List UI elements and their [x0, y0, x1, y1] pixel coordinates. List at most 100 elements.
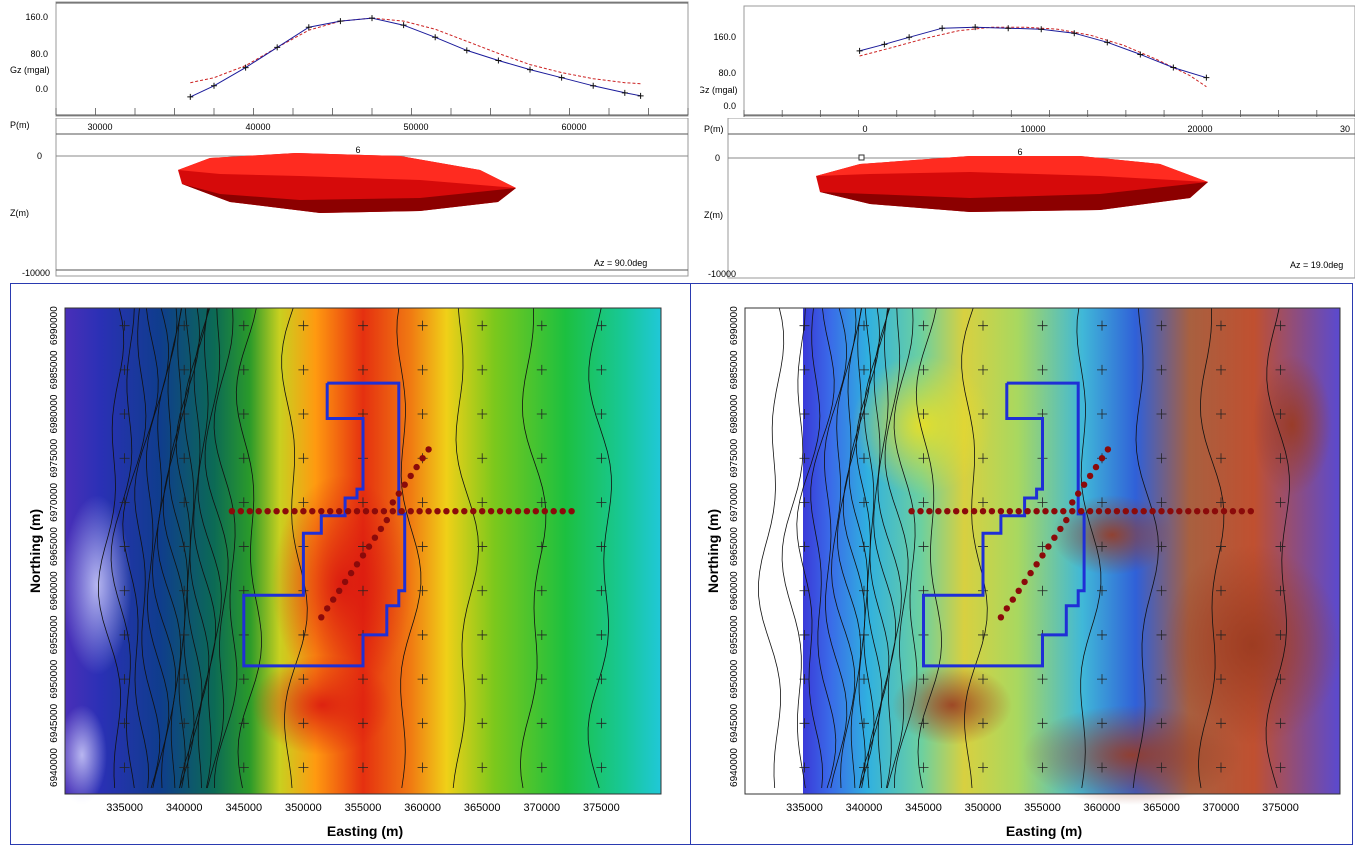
profile-chart-left: 160.0 80.0 0.0 Gz (mgal)	[10, 1, 689, 117]
grid-cross	[799, 409, 810, 420]
y-tick-label: 6950000	[49, 659, 60, 698]
grid-cross	[859, 320, 869, 331]
contour-line	[396, 307, 422, 789]
grid-cross	[596, 674, 607, 685]
observed-gravity-line	[859, 26, 1207, 79]
x-tick-label: 20000	[1187, 124, 1212, 134]
grid-cross	[1275, 497, 1286, 508]
grid-cross	[859, 762, 869, 773]
grid-cross	[179, 453, 190, 464]
grid-cross	[799, 364, 810, 375]
x-tick-label: 0	[862, 124, 867, 134]
contour-line	[1197, 307, 1225, 789]
grid-cross	[536, 674, 547, 685]
grid-cross	[536, 409, 547, 420]
x-tick-label: 360000	[404, 802, 441, 814]
grid-cross	[596, 541, 607, 552]
survey-stations	[318, 446, 432, 621]
gravity-map: 335000 340000 345000 350000 355000 360000 3650…	[27, 306, 662, 839]
grid-cross	[298, 409, 309, 420]
profile-station-point	[505, 508, 513, 515]
grid-cross	[1275, 718, 1286, 729]
grid-cross	[477, 674, 488, 685]
grid-cross	[596, 762, 607, 773]
profile-station-point	[407, 508, 414, 515]
observed-station-marker	[906, 34, 913, 41]
grid-cross	[1156, 718, 1167, 729]
profile-station-point	[926, 508, 933, 515]
survey-station-point	[1104, 446, 1112, 453]
grid-cross	[978, 718, 988, 729]
profile-station-point	[353, 508, 361, 515]
grid-cross	[978, 629, 988, 640]
y-tick-label: 6965000	[729, 527, 740, 566]
contour-line	[281, 307, 308, 789]
survey-station-point	[425, 446, 432, 453]
y-tick-label: 6940000	[49, 748, 60, 787]
grid-cross	[298, 629, 309, 640]
x-tick-label: 340000	[166, 802, 203, 814]
profile-station-point	[443, 508, 450, 515]
profile-station-point	[1086, 508, 1094, 515]
grid-cross	[477, 453, 488, 464]
grid-cross	[477, 409, 488, 420]
grid-cross	[1097, 629, 1107, 640]
grid-cross	[799, 541, 810, 552]
grid-cross	[1097, 320, 1107, 331]
grid-cross	[859, 453, 869, 464]
grid-cross	[1097, 409, 1107, 420]
profile-station-point	[1078, 508, 1085, 515]
grid-cross	[1037, 585, 1048, 596]
grid-cross	[1097, 585, 1107, 596]
profile-station-point	[1113, 508, 1121, 515]
azimuth-annotation: Az = 19.0deg	[1290, 260, 1343, 270]
grid-cross	[358, 674, 368, 685]
grid-cross	[298, 320, 309, 331]
profile-station-point	[559, 508, 566, 515]
profile-station-point	[371, 508, 379, 515]
x-tick-label: 360000	[1084, 802, 1121, 814]
observed-station-marker	[187, 93, 194, 100]
contour-line	[197, 307, 222, 789]
observed-station-marker	[856, 47, 863, 54]
y-tick-label: 6975000	[729, 438, 740, 477]
observed-station-marker	[1038, 26, 1045, 33]
grid-cross	[1216, 762, 1226, 773]
grid-cross	[596, 585, 607, 596]
profile-station-point	[944, 508, 951, 515]
survey-station-point	[1086, 472, 1094, 480]
grid-cross	[119, 541, 130, 552]
grid-cross	[978, 409, 988, 420]
grid-cross	[1097, 364, 1107, 375]
profile-station-point	[389, 508, 396, 515]
y-tick-label: 6945000	[729, 703, 740, 742]
grid-cross	[1216, 409, 1226, 420]
grid-cross	[358, 364, 368, 375]
grid-cross	[799, 453, 810, 464]
grid-cross	[417, 409, 428, 420]
survey-station-point	[1027, 569, 1034, 577]
grid-cross	[119, 718, 130, 729]
profile-station-point	[1158, 508, 1165, 515]
x-tick-label: 40000	[245, 122, 270, 132]
x-tick-label: 350000	[965, 802, 1002, 814]
survey-station-point	[1075, 490, 1082, 497]
grid-cross	[859, 629, 869, 640]
contour-line	[204, 307, 229, 789]
contour-line	[110, 307, 135, 789]
contour-line	[1132, 307, 1159, 789]
grid-cross	[536, 453, 547, 464]
observed-station-marker	[881, 41, 888, 48]
profile-station-point	[1095, 508, 1103, 515]
grid-cross	[799, 718, 810, 729]
grid-cross	[859, 409, 869, 420]
grid-cross	[179, 629, 190, 640]
grid-cross	[119, 409, 130, 420]
survey-stations	[997, 446, 1112, 621]
contour-line	[873, 307, 897, 789]
grid-cross	[179, 674, 190, 685]
profile-station-point	[979, 508, 987, 515]
x-tick-label: 345000	[225, 802, 262, 814]
observed-station-marker	[972, 24, 979, 31]
survey-station-point	[1063, 516, 1070, 524]
